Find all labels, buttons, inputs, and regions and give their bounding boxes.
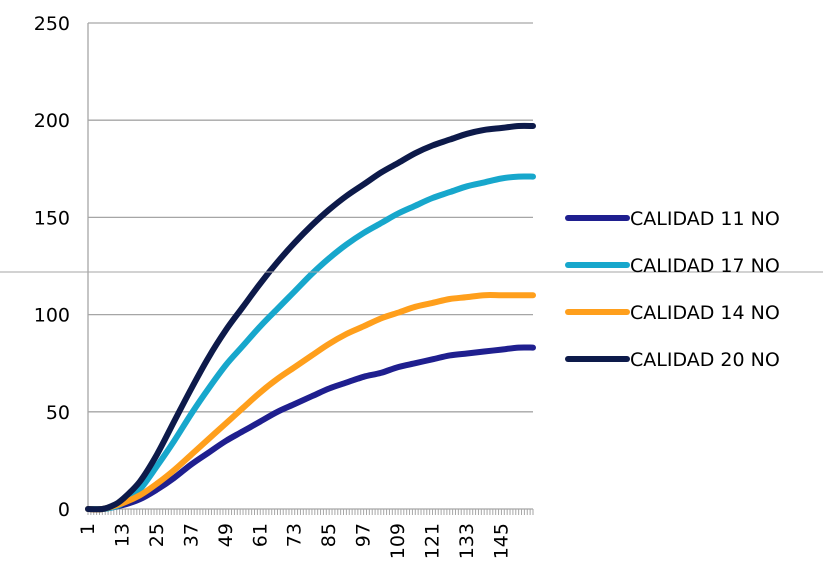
- legend-label: CALIDAD 17 NO: [630, 255, 780, 277]
- legend-label: CALIDAD 20 NO: [630, 349, 780, 371]
- x-tick-label: 85: [318, 523, 340, 547]
- x-tick-label: 37: [180, 523, 202, 547]
- y-tick-label: 200: [34, 110, 70, 132]
- y-tick-label: 100: [34, 305, 70, 327]
- axes: [87, 23, 534, 515]
- y-tick-label: 250: [34, 13, 70, 35]
- series-line-1: [85, 344, 536, 513]
- y-tick-label: 50: [46, 402, 70, 424]
- x-tick-label: 133: [456, 523, 478, 559]
- series-lines: [85, 122, 536, 513]
- y-tick-label: 150: [34, 207, 70, 229]
- x-tick-label: 1: [77, 523, 99, 535]
- x-tick-label: 109: [387, 523, 409, 559]
- legend-label: CALIDAD 11 NO: [630, 208, 780, 230]
- gridlines: [88, 22, 533, 413]
- series-line-3: [85, 292, 536, 513]
- x-tick-label: 49: [215, 523, 237, 547]
- x-tick-label: 121: [422, 523, 444, 559]
- series-line-4: [85, 122, 536, 513]
- x-tick-label: 25: [146, 523, 168, 547]
- y-tick-label: 0: [58, 499, 70, 521]
- x-tick-label: 61: [249, 523, 271, 547]
- y-axis-tick-labels: 0 50 100 150 200 250: [34, 13, 70, 521]
- x-tick-label: 13: [111, 523, 133, 547]
- legend: CALIDAD 11 NO CALIDAD 17 NO CALIDAD 14 NO C…: [565, 208, 780, 371]
- x-axis-tick-labels: 1 13 25 37 49 61 73 85 97 109 121 133 145: [77, 523, 512, 559]
- series-line-2: [85, 173, 536, 513]
- x-tick-label: 73: [284, 523, 306, 547]
- legend-label: CALIDAD 14 NO: [630, 302, 780, 324]
- x-tick-label: 145: [490, 523, 512, 559]
- x-tick-label: 97: [353, 523, 375, 547]
